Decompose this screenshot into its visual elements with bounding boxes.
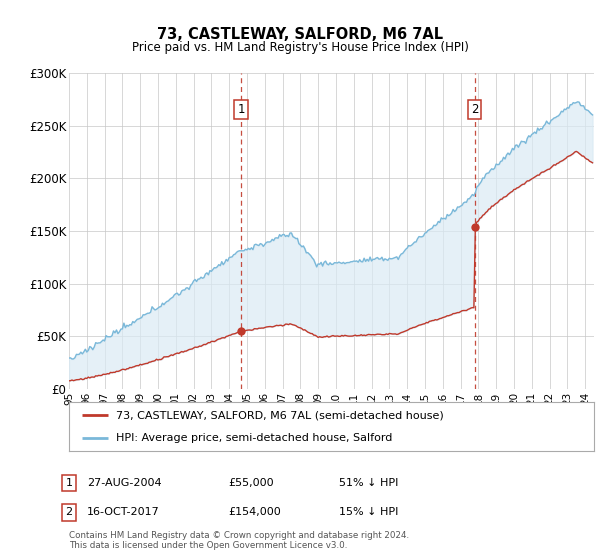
Text: 16-OCT-2017: 16-OCT-2017: [87, 507, 160, 517]
Text: £154,000: £154,000: [228, 507, 281, 517]
Text: 2: 2: [65, 507, 73, 517]
Text: 27-AUG-2004: 27-AUG-2004: [87, 478, 161, 488]
Text: 73, CASTLEWAY, SALFORD, M6 7AL: 73, CASTLEWAY, SALFORD, M6 7AL: [157, 27, 443, 42]
Text: 15% ↓ HPI: 15% ↓ HPI: [339, 507, 398, 517]
Text: HPI: Average price, semi-detached house, Salford: HPI: Average price, semi-detached house,…: [116, 433, 392, 444]
Text: Contains HM Land Registry data © Crown copyright and database right 2024.
This d: Contains HM Land Registry data © Crown c…: [69, 530, 409, 550]
Text: 73, CASTLEWAY, SALFORD, M6 7AL (semi-detached house): 73, CASTLEWAY, SALFORD, M6 7AL (semi-det…: [116, 410, 444, 421]
Text: 2: 2: [471, 102, 478, 116]
Text: 1: 1: [238, 102, 245, 116]
Text: £55,000: £55,000: [228, 478, 274, 488]
Text: 51% ↓ HPI: 51% ↓ HPI: [339, 478, 398, 488]
Text: Price paid vs. HM Land Registry's House Price Index (HPI): Price paid vs. HM Land Registry's House …: [131, 40, 469, 54]
Text: 1: 1: [65, 478, 73, 488]
